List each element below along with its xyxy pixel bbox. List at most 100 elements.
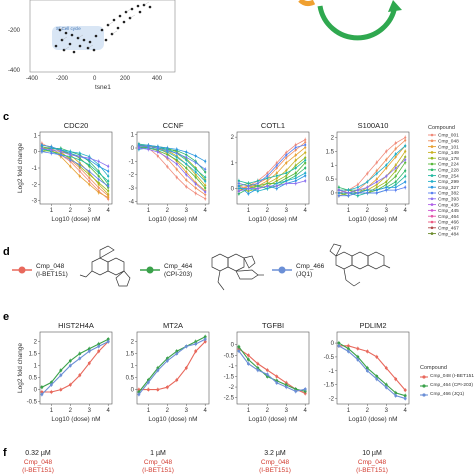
x-axis-label: Log10 (dose) nM xyxy=(348,416,397,423)
compound-legend-dot xyxy=(430,185,434,189)
x-tick-label: 1 xyxy=(247,408,251,414)
compound-legend-label: Cmp_327 xyxy=(438,185,459,191)
data-point xyxy=(185,158,188,162)
data-point xyxy=(275,184,278,188)
series-line xyxy=(138,147,206,193)
data-point xyxy=(266,179,269,182)
data-point xyxy=(40,390,44,394)
x-tick-label: 2 xyxy=(366,208,370,214)
data-point xyxy=(346,344,350,348)
tsne-point xyxy=(130,7,134,11)
data-point xyxy=(294,172,297,175)
data-point xyxy=(156,154,159,158)
series-line xyxy=(338,181,406,194)
compound-legend-label: Cmp_464 xyxy=(438,214,459,220)
data-point xyxy=(156,150,159,154)
data-point xyxy=(365,366,369,370)
tsne-point xyxy=(82,38,86,42)
y-axis-label: Log2 fold change xyxy=(17,343,24,393)
data-point xyxy=(107,184,110,188)
data-point xyxy=(304,179,307,182)
data-point xyxy=(256,187,259,190)
tsne-point xyxy=(64,31,68,35)
cycle-arrowhead-green xyxy=(388,0,402,12)
series-line xyxy=(138,144,206,195)
data-point xyxy=(97,345,101,348)
x-tick-label: 3 xyxy=(88,408,92,414)
data-point xyxy=(203,337,207,341)
data-point xyxy=(204,176,207,179)
data-point xyxy=(247,190,250,193)
panel-f-doses: 0.32 µM Cmp_048 (I-BET151) 1 µM Cmp_048 … xyxy=(22,450,388,474)
chart-title: MT2A xyxy=(163,321,183,330)
data-point xyxy=(78,352,82,355)
x-tick-label: 1 xyxy=(147,208,151,214)
data-point xyxy=(137,393,141,396)
data-point xyxy=(204,190,207,194)
data-point xyxy=(404,175,407,178)
data-point xyxy=(375,180,378,183)
panel-e-legend-dot xyxy=(422,393,426,397)
data-point xyxy=(394,189,397,192)
x-tick-label: 1 xyxy=(347,208,351,214)
x-tick-label: 4 xyxy=(107,208,111,214)
data-point xyxy=(375,191,378,195)
x-axis-label: Log10 (dose) nM xyxy=(248,216,297,223)
data-point xyxy=(40,147,43,150)
data-point xyxy=(375,177,378,181)
data-point xyxy=(404,161,407,164)
y-tick-label: -3 xyxy=(129,186,135,192)
chart-title: TGFBI xyxy=(262,321,284,330)
data-point xyxy=(246,358,250,361)
series-line xyxy=(41,147,109,167)
data-point xyxy=(78,357,82,360)
data-point xyxy=(356,189,359,192)
data-point xyxy=(175,152,178,155)
y-tick-label: 0 xyxy=(331,341,335,347)
chart-title: CDC20 xyxy=(64,121,89,130)
data-point xyxy=(237,345,241,349)
data-point xyxy=(40,143,43,147)
series-line xyxy=(41,338,109,388)
data-point xyxy=(194,182,197,186)
plot-frame xyxy=(336,331,410,405)
y-axis-label: Log2 fold change xyxy=(17,143,24,193)
cmp048-alias: (I-BET151) xyxy=(36,271,68,278)
data-point xyxy=(375,169,378,172)
series-line xyxy=(41,341,109,393)
data-point xyxy=(404,169,407,172)
compound-legend-label: Cmp_001 xyxy=(438,133,459,139)
compound-legend-dot xyxy=(430,214,434,218)
data-point xyxy=(385,175,388,178)
compound-legend-label: Cmp_224 xyxy=(438,162,459,168)
chart-ccnf: CCNF 1 2 3 4 1 0 -1 -2 -3 -4 Log10 (dose) nM xyxy=(129,121,210,223)
data-point xyxy=(304,174,307,177)
data-point xyxy=(404,139,407,142)
panel-e-legend: Compound Cmp_048 (I-BET151) Cmp_464 (CPI-… xyxy=(420,365,474,397)
y-tick-label: 1 xyxy=(231,161,235,167)
data-point xyxy=(78,163,81,166)
plot-frame xyxy=(236,331,310,405)
data-point xyxy=(275,182,278,185)
data-point xyxy=(337,194,340,197)
x-tick-label: 3 xyxy=(185,208,189,214)
x-tick-label: 2 xyxy=(366,408,370,414)
series-line xyxy=(41,147,109,177)
compound-legend-label: Cmp_101 xyxy=(438,144,459,150)
y-tick-label: 0 xyxy=(331,191,335,197)
data-point xyxy=(247,182,250,185)
data-point xyxy=(365,349,369,353)
data-point xyxy=(285,177,288,180)
panel-e-legend-label: Cmp_048 (I-BET151) xyxy=(430,373,474,379)
tsne-point xyxy=(138,10,142,14)
dose-label-3: 3.2 µM xyxy=(264,450,286,457)
data-point xyxy=(78,158,81,161)
data-point xyxy=(385,166,388,170)
tsne-plot: S/ Cell cycle -200 -400 -400 -200 0 200 … xyxy=(8,0,176,91)
cmp464-structure xyxy=(211,253,264,291)
compound-legend-label: Cmp_484 xyxy=(438,231,459,237)
data-point xyxy=(97,178,100,181)
data-point xyxy=(275,381,279,385)
data-point xyxy=(156,146,159,150)
